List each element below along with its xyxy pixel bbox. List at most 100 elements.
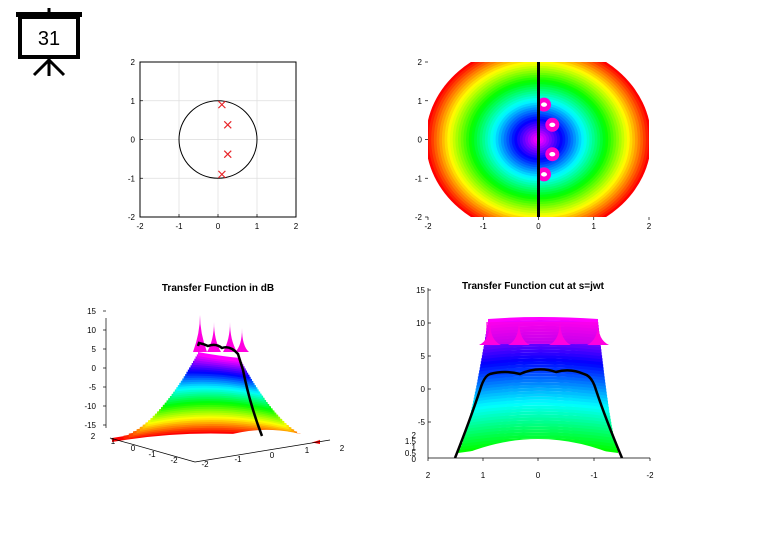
z-tick-label: 15	[416, 286, 425, 295]
surface-peak	[193, 315, 207, 352]
pole-marker	[217, 100, 226, 109]
cut-band	[487, 319, 599, 326]
x-tick-label: 0	[536, 471, 541, 480]
cut-band	[461, 438, 616, 447]
cut-band	[463, 432, 615, 441]
cut-band	[482, 346, 602, 354]
small-tick-label: 0.5	[405, 449, 417, 458]
y-tick-label: 1	[111, 437, 116, 446]
y-tick-label: -2	[415, 213, 423, 222]
cut-band	[476, 381, 606, 390]
cut-band	[477, 376, 606, 384]
cut-band	[473, 393, 608, 402]
x-tick-label: -2	[136, 222, 144, 231]
y-tick-label: 0	[418, 136, 423, 145]
unit-circle	[178, 100, 258, 179]
cut-band	[479, 367, 604, 375]
pole-marker-stroke	[223, 150, 232, 159]
x-tick-label: -1	[590, 471, 598, 480]
cut-band	[480, 361, 604, 369]
y-tick-label: 2	[131, 58, 136, 67]
magnitude-map-plot: -2 -1 0 1 2 2 1 0 -1 -2	[415, 58, 652, 231]
cut-band	[488, 317, 598, 323]
pole-marker-stroke	[223, 120, 232, 129]
y-tick-label: -1	[148, 450, 156, 459]
cut-band	[473, 396, 608, 405]
x-tick-label: 2	[647, 222, 652, 231]
cut-view-title: Transfer Function cut at s=jwt	[462, 281, 605, 292]
z-tick-label: 10	[87, 326, 96, 335]
x-tick-label: 1	[305, 446, 310, 455]
cut-band	[477, 373, 605, 381]
surface-band	[198, 352, 240, 362]
cut-band	[471, 402, 609, 411]
pole-marker	[223, 150, 232, 159]
cut-band	[471, 405, 610, 414]
x-tick-label: -1	[480, 222, 488, 231]
z-tick-label: 10	[416, 319, 425, 328]
surface-3d-plot: Transfer Function in dB 151050-5-10-1521…	[84, 283, 344, 469]
x-axis-line	[194, 439, 331, 463]
y-tick-label: 0	[131, 136, 136, 145]
cut-band	[481, 355, 603, 363]
x-tick-label: 1	[481, 471, 486, 480]
surface-band	[185, 373, 252, 383]
cut-band	[469, 411, 611, 420]
surface-peak	[235, 328, 249, 352]
pole-zero-plot: -2 -1 0 1 2 2 1 0 -1 -2	[128, 58, 299, 231]
x-tick-label: 2	[340, 444, 345, 453]
cut-band	[468, 417, 612, 426]
cut-view-plot: Transfer Function cut at s=jwt 151050-52…	[405, 281, 654, 480]
x-tick-label: -2	[646, 471, 654, 480]
cut-band	[480, 358, 603, 366]
z-tick-label: -10	[84, 402, 96, 411]
slide-number: 31	[38, 28, 60, 50]
cut-band	[464, 429, 614, 438]
small-tick-label: 0	[412, 455, 417, 464]
cut-band	[474, 387, 607, 396]
z-tick-label: -15	[84, 421, 96, 430]
surface-peak	[207, 322, 221, 352]
y-tick-label: 0	[131, 444, 136, 453]
x-tick-label: -1	[234, 455, 242, 464]
surface-band	[187, 369, 250, 379]
y-tick-label: -1	[128, 174, 136, 183]
y-tick-label: -2	[170, 456, 178, 465]
x-tick-label: -2	[424, 222, 432, 231]
surface-band	[186, 371, 251, 381]
pole-marker-stroke	[217, 100, 226, 109]
cut-band	[475, 384, 607, 393]
x-tick-label: 2	[426, 471, 431, 480]
z-tick-label: -5	[89, 383, 97, 392]
z-tick-label: 0	[92, 364, 97, 373]
surface-band	[183, 375, 254, 386]
z-tick-label: 5	[421, 352, 426, 361]
cut-band	[466, 423, 613, 432]
pole-marker-stroke	[217, 170, 226, 179]
cut-band	[482, 349, 602, 357]
pole-peak	[541, 102, 548, 107]
small-tick-label: 1.5	[405, 437, 417, 446]
y-tick-label: -2	[128, 213, 136, 222]
cut-band	[479, 364, 604, 372]
cut-band	[462, 435, 615, 444]
x-tick-label: 0	[536, 222, 541, 231]
cut-upper-region	[486, 322, 598, 344]
pole-peak	[541, 172, 548, 177]
pole-marker	[217, 170, 226, 179]
cut-band	[465, 426, 613, 435]
y-tick-label: -1	[415, 174, 423, 183]
slide-number-badge: 31	[14, 8, 86, 80]
cut-band	[474, 390, 608, 399]
presentation-board-icon: 31	[16, 8, 82, 77]
z-tick-label: 0	[421, 385, 426, 394]
jw-axis-cut-curve	[453, 368, 624, 458]
x-tick-label: 0	[216, 222, 221, 231]
cut-band	[468, 414, 611, 423]
surface-peak	[223, 322, 237, 352]
surface-3d-title: Transfer Function in dB	[162, 283, 274, 294]
cut-band	[476, 379, 606, 387]
x-tick-label: 1	[592, 222, 597, 231]
pole-peak	[549, 152, 556, 157]
